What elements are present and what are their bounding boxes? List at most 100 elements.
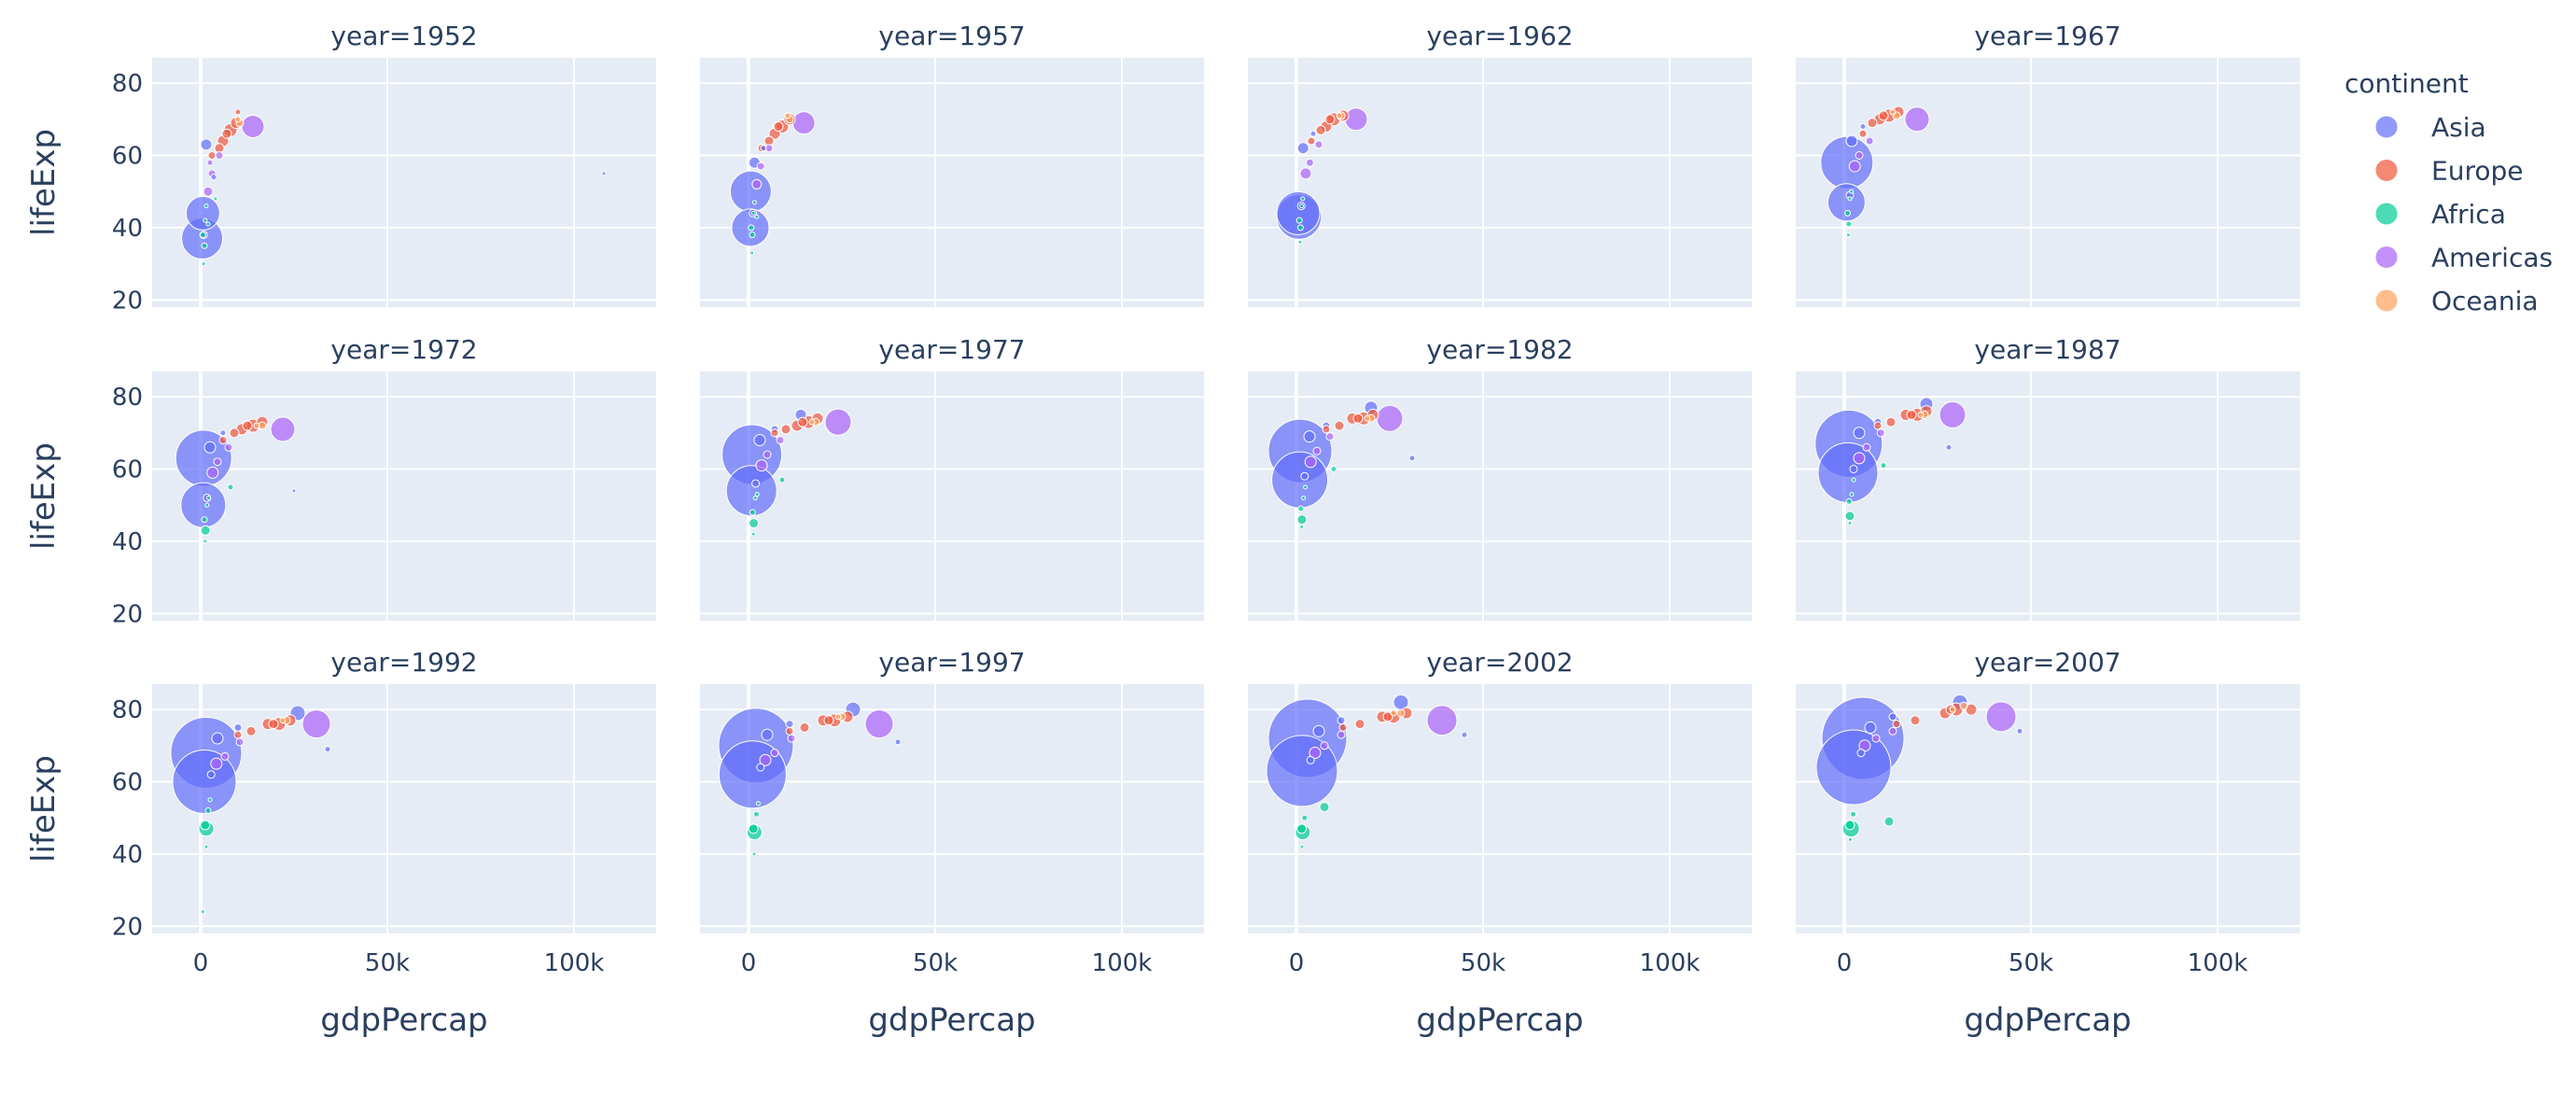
data-point-africa[interactable] (1299, 203, 1305, 209)
data-point-africa[interactable] (204, 806, 212, 814)
data-point-europe[interactable] (1338, 722, 1348, 732)
data-point-americas[interactable] (1325, 432, 1335, 442)
data-point-asia[interactable] (1815, 729, 1892, 806)
data-point-europe[interactable] (1878, 110, 1889, 121)
data-point-europe[interactable] (1906, 409, 1917, 420)
data-point-americas[interactable] (824, 408, 852, 436)
data-point-asia[interactable] (725, 465, 777, 517)
data-point-africa[interactable] (1296, 224, 1304, 231)
data-point-oceania[interactable] (1959, 701, 1968, 710)
data-point-africa[interactable] (1844, 209, 1852, 217)
data-point-africa[interactable] (752, 495, 758, 500)
data-point-americas[interactable] (1888, 726, 1897, 736)
data-point-americas[interactable] (1862, 442, 1871, 452)
data-point-europe[interactable] (1315, 124, 1326, 135)
data-point-americas[interactable] (1865, 136, 1874, 146)
data-point-americas[interactable] (241, 115, 265, 139)
data-point-americas[interactable] (1314, 140, 1323, 149)
data-point-africa[interactable] (1297, 239, 1303, 245)
data-point-oceania[interactable] (1917, 411, 1925, 418)
data-point-africa[interactable] (752, 810, 760, 818)
data-point-asia[interactable] (291, 488, 297, 494)
data-point-africa[interactable] (1301, 814, 1309, 821)
data-point-africa[interactable] (201, 516, 208, 524)
data-point-asia[interactable] (1300, 471, 1309, 481)
data-point-asia[interactable] (1271, 451, 1329, 509)
data-point-oceania[interactable] (253, 422, 260, 429)
data-point-oceania[interactable] (279, 717, 287, 724)
data-point-africa[interactable] (1883, 816, 1895, 827)
data-point-americas[interactable] (1337, 730, 1346, 739)
data-point-europe[interactable] (233, 730, 243, 739)
data-point-africa[interactable] (203, 844, 209, 849)
data-point-americas[interactable] (756, 161, 765, 171)
data-point-africa[interactable] (1847, 836, 1853, 842)
data-point-asia[interactable] (601, 171, 607, 176)
data-point-africa[interactable] (1845, 498, 1853, 505)
data-point-americas[interactable] (215, 150, 224, 160)
data-point-africa[interactable] (748, 224, 755, 231)
data-point-africa[interactable] (203, 217, 208, 223)
data-point-americas[interactable] (206, 466, 219, 479)
data-point-asia[interactable] (324, 746, 331, 753)
data-point-europe[interactable] (770, 428, 779, 438)
legend[interactable]: continent Asia Europe Africa Americas Oceania (2345, 68, 2553, 316)
data-point-africa[interactable] (1847, 521, 1853, 526)
data-point-africa[interactable] (1330, 465, 1337, 472)
data-point-asia[interactable] (200, 138, 213, 151)
data-point-africa[interactable] (1849, 492, 1855, 498)
data-point-europe[interactable] (785, 726, 794, 736)
data-point-europe[interactable] (1352, 413, 1364, 424)
data-point-americas[interactable] (864, 709, 894, 739)
data-point-asia[interactable] (785, 720, 794, 729)
data-point-europe[interactable] (1892, 720, 1901, 729)
data-point-africa[interactable] (207, 797, 213, 803)
data-point-europe[interactable] (1885, 416, 1897, 428)
data-point-americas[interactable] (210, 757, 223, 770)
data-point-asia[interactable] (1845, 134, 1858, 147)
data-point-americas[interactable] (1305, 158, 1314, 167)
data-point-asia[interactable] (1408, 455, 1416, 462)
data-point-europe[interactable] (1382, 711, 1393, 722)
data-point-asia[interactable] (753, 434, 766, 447)
data-point-asia[interactable] (203, 441, 217, 454)
data-point-africa[interactable] (201, 242, 208, 249)
data-point-europe[interactable] (221, 128, 232, 139)
data-point-africa[interactable] (1301, 495, 1307, 500)
data-point-europe[interactable] (773, 121, 784, 133)
data-point-europe[interactable] (797, 416, 808, 428)
data-point-asia[interactable] (185, 195, 220, 231)
data-point-africa[interactable] (203, 203, 209, 209)
data-point-europe[interactable] (234, 108, 242, 116)
data-point-europe[interactable] (245, 725, 257, 736)
data-point-asia[interactable] (1827, 183, 1866, 222)
data-point-asia[interactable] (233, 722, 243, 732)
data-point-africa[interactable] (1295, 217, 1303, 224)
data-point-asia[interactable] (756, 763, 765, 772)
data-point-americas[interactable] (751, 178, 763, 189)
data-point-asia[interactable] (1303, 430, 1316, 443)
data-point-africa[interactable] (213, 196, 218, 202)
data-point-africa[interactable] (1844, 511, 1855, 522)
data-point-asia[interactable] (1306, 755, 1315, 764)
data-point-asia[interactable] (751, 479, 761, 488)
data-point-africa[interactable] (1845, 220, 1853, 228)
data-point-africa[interactable] (1319, 802, 1330, 813)
data-point-americas[interactable] (1939, 400, 1967, 428)
data-point-americas[interactable] (1985, 701, 2017, 733)
data-point-europe[interactable] (207, 150, 217, 160)
data-point-europe[interactable] (823, 715, 834, 726)
data-point-africa[interactable] (1299, 524, 1305, 529)
data-point-americas[interactable] (1904, 106, 1930, 133)
data-point-americas[interactable] (206, 159, 214, 166)
data-point-asia[interactable] (219, 429, 227, 437)
data-point-africa[interactable] (203, 539, 208, 544)
data-point-europe[interactable] (1867, 118, 1878, 129)
data-point-africa[interactable] (1844, 820, 1855, 831)
data-point-americas[interactable] (787, 734, 796, 743)
data-point-africa[interactable] (227, 484, 234, 491)
data-point-asia[interactable] (1849, 464, 1858, 473)
data-point-asia[interactable] (1309, 130, 1317, 137)
data-point-africa[interactable] (205, 495, 211, 500)
data-point-oceania[interactable] (234, 116, 242, 123)
